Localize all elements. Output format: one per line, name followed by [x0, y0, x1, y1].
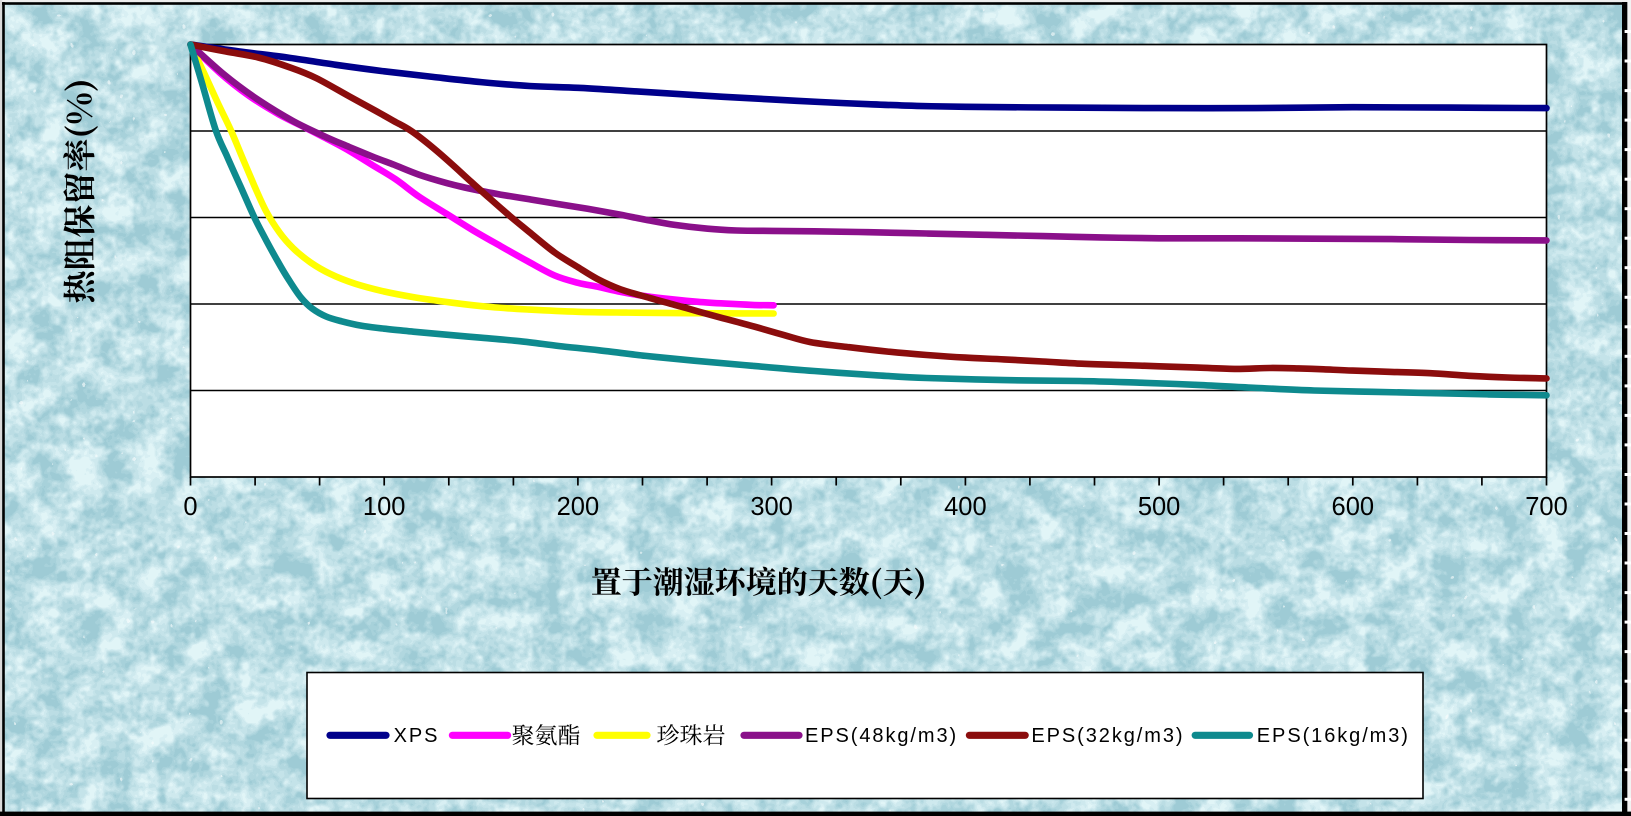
svg-text:XPS: XPS: [394, 725, 440, 747]
svg-text:EPS(16kg/m3): EPS(16kg/m3): [1257, 725, 1410, 747]
svg-text:500: 500: [1138, 493, 1181, 521]
svg-text:EPS(48kg/m3): EPS(48kg/m3): [805, 725, 958, 747]
svg-text:600: 600: [1332, 493, 1375, 521]
svg-text:EPS(32kg/m3): EPS(32kg/m3): [1031, 725, 1184, 747]
svg-text:0: 0: [183, 493, 197, 521]
svg-text:400: 400: [944, 493, 987, 521]
svg-text:700: 700: [1525, 493, 1568, 521]
svg-text:200: 200: [557, 493, 600, 521]
svg-text:100: 100: [363, 493, 406, 521]
svg-text:300: 300: [750, 493, 793, 521]
